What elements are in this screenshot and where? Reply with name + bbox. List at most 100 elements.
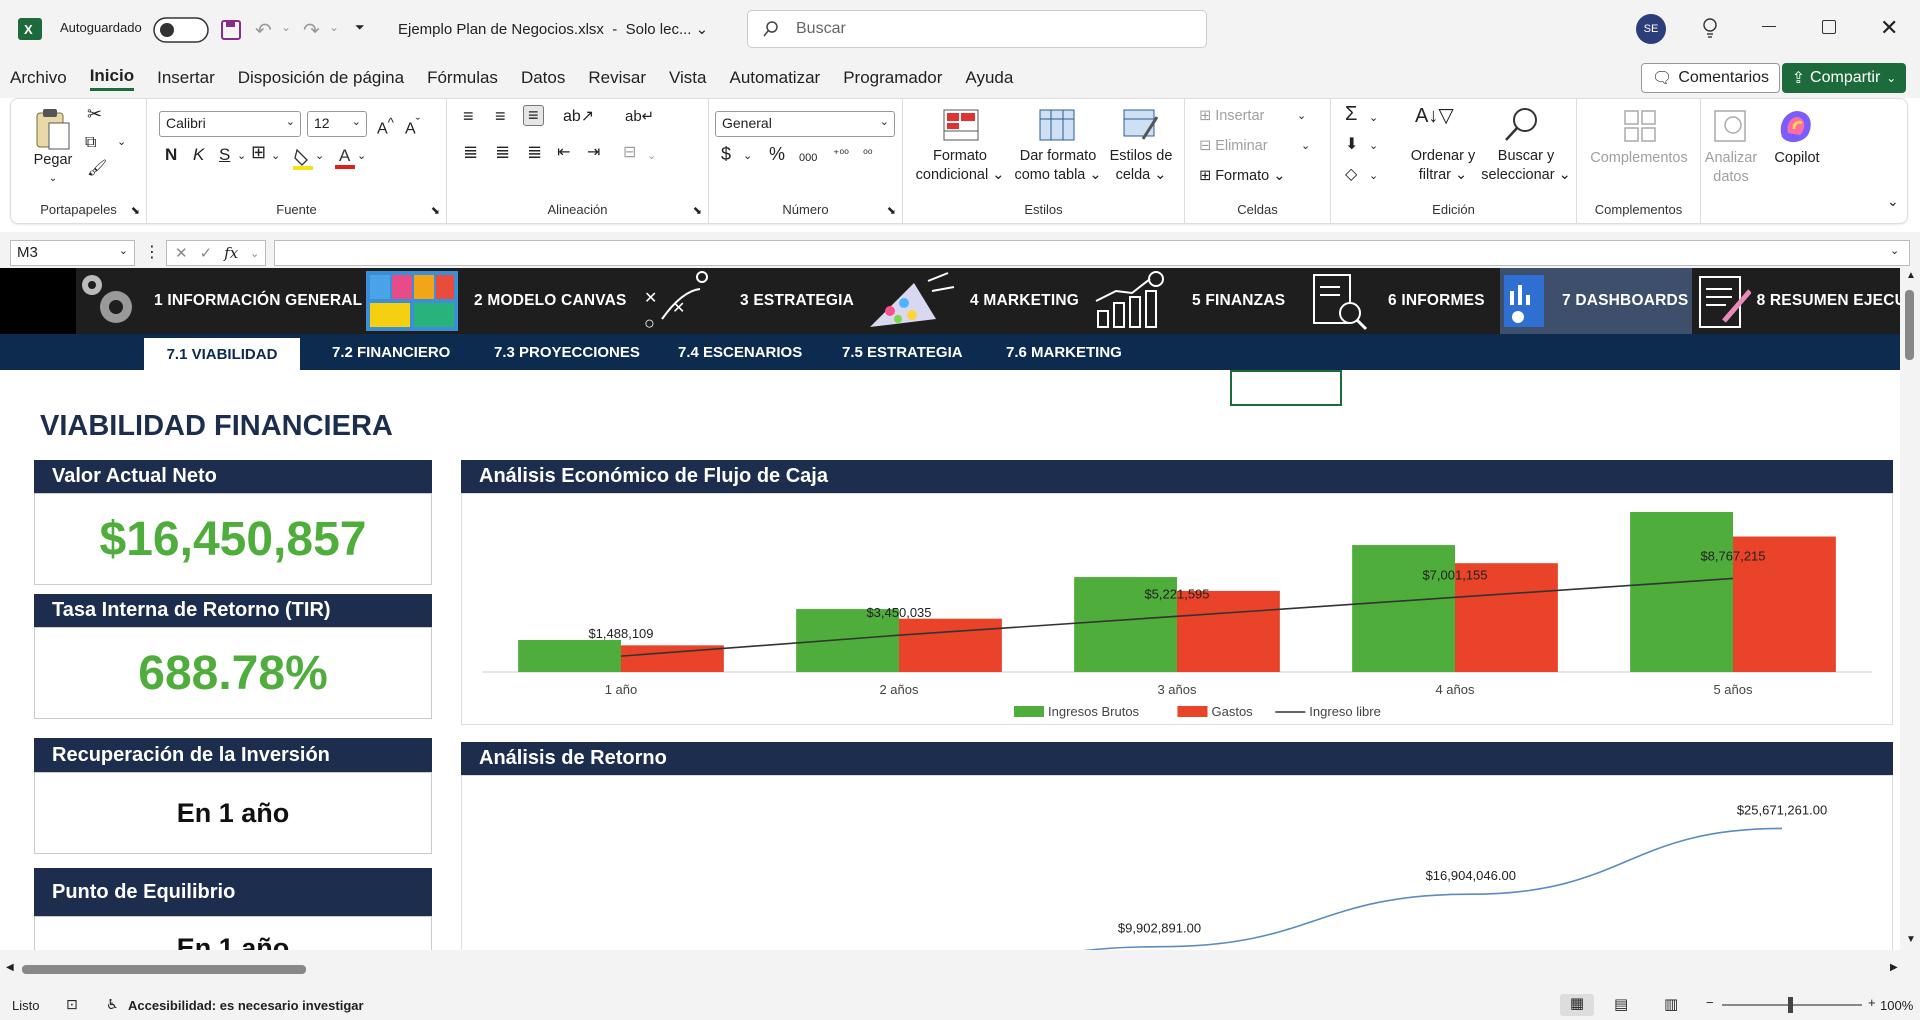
bold-button[interactable]: N — [165, 145, 178, 164]
align-bottom-icon[interactable]: ≡ — [523, 105, 544, 126]
addins-button[interactable]: Complementos — [1590, 150, 1688, 166]
cell-styles-icon[interactable] — [1123, 109, 1159, 146]
find-select-button[interactable]: Buscar y seleccionar ⌄ — [1481, 148, 1571, 183]
orientation-icon[interactable]: ab↗ — [563, 108, 595, 125]
nav-item-marketing[interactable]: 4 MARKETING — [866, 268, 1088, 334]
accessibility-status[interactable]: Accesibilidad: es necesario investigar — [128, 998, 364, 1013]
chevron-down-icon[interactable]: ⌄ — [647, 150, 657, 162]
zoom-out-icon[interactable]: − — [1706, 995, 1714, 1010]
search-box[interactable]: Buscar — [747, 10, 1207, 48]
format-as-table-button[interactable]: Dar formato como tabla ⌄ — [1014, 148, 1102, 183]
avatar[interactable]: SE — [1636, 14, 1666, 44]
file-name[interactable]: Ejemplo Plan de Negocios.xlsx - Solo lec… — [398, 20, 709, 39]
borders-icon[interactable]: ⊞ — [251, 142, 267, 162]
autosum-icon[interactable]: Σ — [1345, 103, 1358, 125]
format-cells-button[interactable]: ⊞ Formato ⌄ — [1199, 168, 1286, 184]
nav-item-info-general[interactable]: 1 INFORMACIÓN GENERAL — [78, 268, 364, 334]
menu-ayuda[interactable]: Ayuda — [965, 68, 1014, 87]
menu-automatizar[interactable]: Automatizar — [729, 68, 821, 87]
ribbon-collapse-icon[interactable]: ⌄ — [1887, 193, 1899, 209]
page-layout-icon[interactable]: ▤ — [1614, 996, 1629, 1013]
align-middle-icon[interactable]: ≡ — [495, 106, 506, 126]
font-name-select[interactable]: Calibri ⌄ — [159, 111, 301, 137]
undo-icon[interactable]: ↶ — [255, 20, 272, 42]
zoom-level[interactable]: 100% — [1880, 998, 1914, 1013]
nav-item-resumen[interactable]: 8 RESUMEN EJECU — [1696, 268, 1900, 334]
format-painter-icon[interactable]: 🖌 — [87, 160, 108, 177]
menu-vista[interactable]: Vista — [668, 68, 707, 87]
undo-dropdown-icon[interactable]: ⌄ — [281, 20, 292, 34]
insert-cells-button[interactable]: ⊞ Insertar — [1199, 108, 1265, 124]
font-color-icon[interactable]: A — [335, 145, 355, 176]
scroll-up-icon[interactable]: ▲ — [1906, 270, 1916, 281]
wrap-text-icon[interactable]: ab↵ — [625, 108, 655, 125]
menu-disposicion[interactable]: Disposición de página — [237, 68, 405, 87]
autosave-toggle[interactable] — [153, 17, 209, 43]
zoom-in-icon[interactable]: + — [1868, 995, 1876, 1010]
copilot-icon[interactable] — [1776, 107, 1814, 150]
chevron-down-icon[interactable]: ⌄ — [357, 150, 367, 162]
nav-item-finanzas[interactable]: 5 FINANZAS — [1092, 268, 1308, 334]
save-icon[interactable] — [220, 19, 242, 41]
cancel-icon[interactable]: ✕ — [175, 245, 188, 262]
dialog-launcher-icon[interactable]: ⬊ — [130, 205, 140, 217]
menu-inicio[interactable]: Inicio — [89, 66, 135, 91]
redo-dropdown-icon[interactable]: ⌄ — [329, 20, 340, 34]
chevron-down-icon[interactable]: ⌄ — [271, 150, 281, 162]
subtab-escenarios[interactable]: 7.4 ESCENARIOS — [678, 343, 803, 361]
nav-item-modelo-canvas[interactable]: 2 MODELO CANVAS — [366, 268, 638, 334]
decrease-decimal-icon[interactable]: ⁰⁰ — [863, 147, 873, 161]
fill-icon[interactable]: ⬇ — [1345, 136, 1359, 153]
horizontal-scroll-thumb[interactable] — [22, 965, 306, 974]
chevron-down-icon[interactable]: ⌄ — [1369, 140, 1379, 152]
align-center-icon[interactable]: ≣ — [495, 142, 511, 162]
chevron-down-icon[interactable]: ⌄ — [48, 173, 58, 184]
align-left-icon[interactable]: ≣ — [463, 142, 479, 162]
chevron-down-icon[interactable]: ⌄ — [1297, 110, 1307, 122]
decrease-font-icon[interactable]: Aˇ — [405, 115, 421, 138]
copy-icon[interactable]: ⧉ — [85, 134, 97, 151]
find-select-icon[interactable] — [1503, 107, 1539, 148]
increase-decimal-icon[interactable]: ⁺⁰⁰ — [833, 147, 849, 161]
chevron-down-icon[interactable]: ⌄ — [1369, 112, 1379, 124]
decrease-indent-icon[interactable]: ⇤ — [557, 144, 571, 161]
comments-button[interactable]: 🗨 Comentarios — [1641, 63, 1781, 93]
chevron-down-icon[interactable]: ⌄ — [237, 150, 247, 162]
vertical-scroll-thumb[interactable] — [1905, 290, 1914, 360]
page-break-icon[interactable]: ▥ — [1664, 996, 1679, 1013]
cell-styles-button[interactable]: Estilos de celda ⌄ — [1109, 148, 1173, 183]
fx-icon[interactable]: fx — [224, 244, 239, 262]
merge-center-icon[interactable]: ⊟ — [623, 144, 637, 161]
menu-formulas[interactable]: Fórmulas — [427, 68, 498, 87]
format-as-table-icon[interactable] — [1039, 109, 1075, 146]
restore-icon[interactable] — [1822, 20, 1836, 34]
paste-label[interactable]: Pegar — [33, 152, 73, 168]
copilot-button[interactable]: Copilot — [1774, 150, 1820, 166]
conditional-format-button[interactable]: Formato condicional ⌄ — [915, 148, 1005, 183]
macro-record-icon[interactable]: ⊡ — [66, 996, 78, 1012]
chevron-down-icon[interactable]: ⌄ — [315, 150, 325, 162]
fill-color-icon[interactable] — [293, 147, 313, 176]
dialog-launcher-icon[interactable]: ⬊ — [430, 205, 440, 217]
accessibility-icon[interactable]: ♿ — [106, 996, 119, 1012]
italic-button[interactable]: K — [193, 145, 205, 164]
scroll-down-icon[interactable]: ▼ — [1906, 934, 1916, 945]
subtab-marketing[interactable]: 7.6 MARKETING — [1006, 343, 1122, 361]
customize-toolbar-icon[interactable]: ⏷ — [355, 20, 365, 34]
subtab-financiero[interactable]: 7.2 FINANCIERO — [332, 343, 451, 361]
scroll-left-icon[interactable]: ◀ — [6, 962, 14, 973]
formula-input[interactable] — [274, 240, 1910, 266]
delete-cells-button[interactable]: ⊟ Eliminar — [1199, 138, 1268, 154]
sort-filter-button[interactable]: Ordenar y filtrar ⌄ — [1410, 148, 1476, 183]
addins-icon[interactable] — [1623, 109, 1657, 148]
scroll-right-icon[interactable]: ▶ — [1890, 962, 1898, 973]
font-size-select[interactable]: 12 ⌄ — [307, 111, 367, 137]
paste-icon[interactable] — [33, 107, 71, 156]
menu-datos[interactable]: Datos — [520, 68, 566, 87]
zoom-slider-thumb[interactable] — [1788, 997, 1793, 1013]
currency-icon[interactable]: $ — [721, 144, 732, 164]
vertical-scrollbar[interactable]: ▲ ▼ — [1900, 268, 1920, 950]
chevron-down-icon[interactable]: ⌄ — [1301, 140, 1311, 152]
name-box[interactable]: M3 ⌄ — [10, 240, 135, 266]
analyze-data-icon[interactable] — [1713, 109, 1747, 148]
